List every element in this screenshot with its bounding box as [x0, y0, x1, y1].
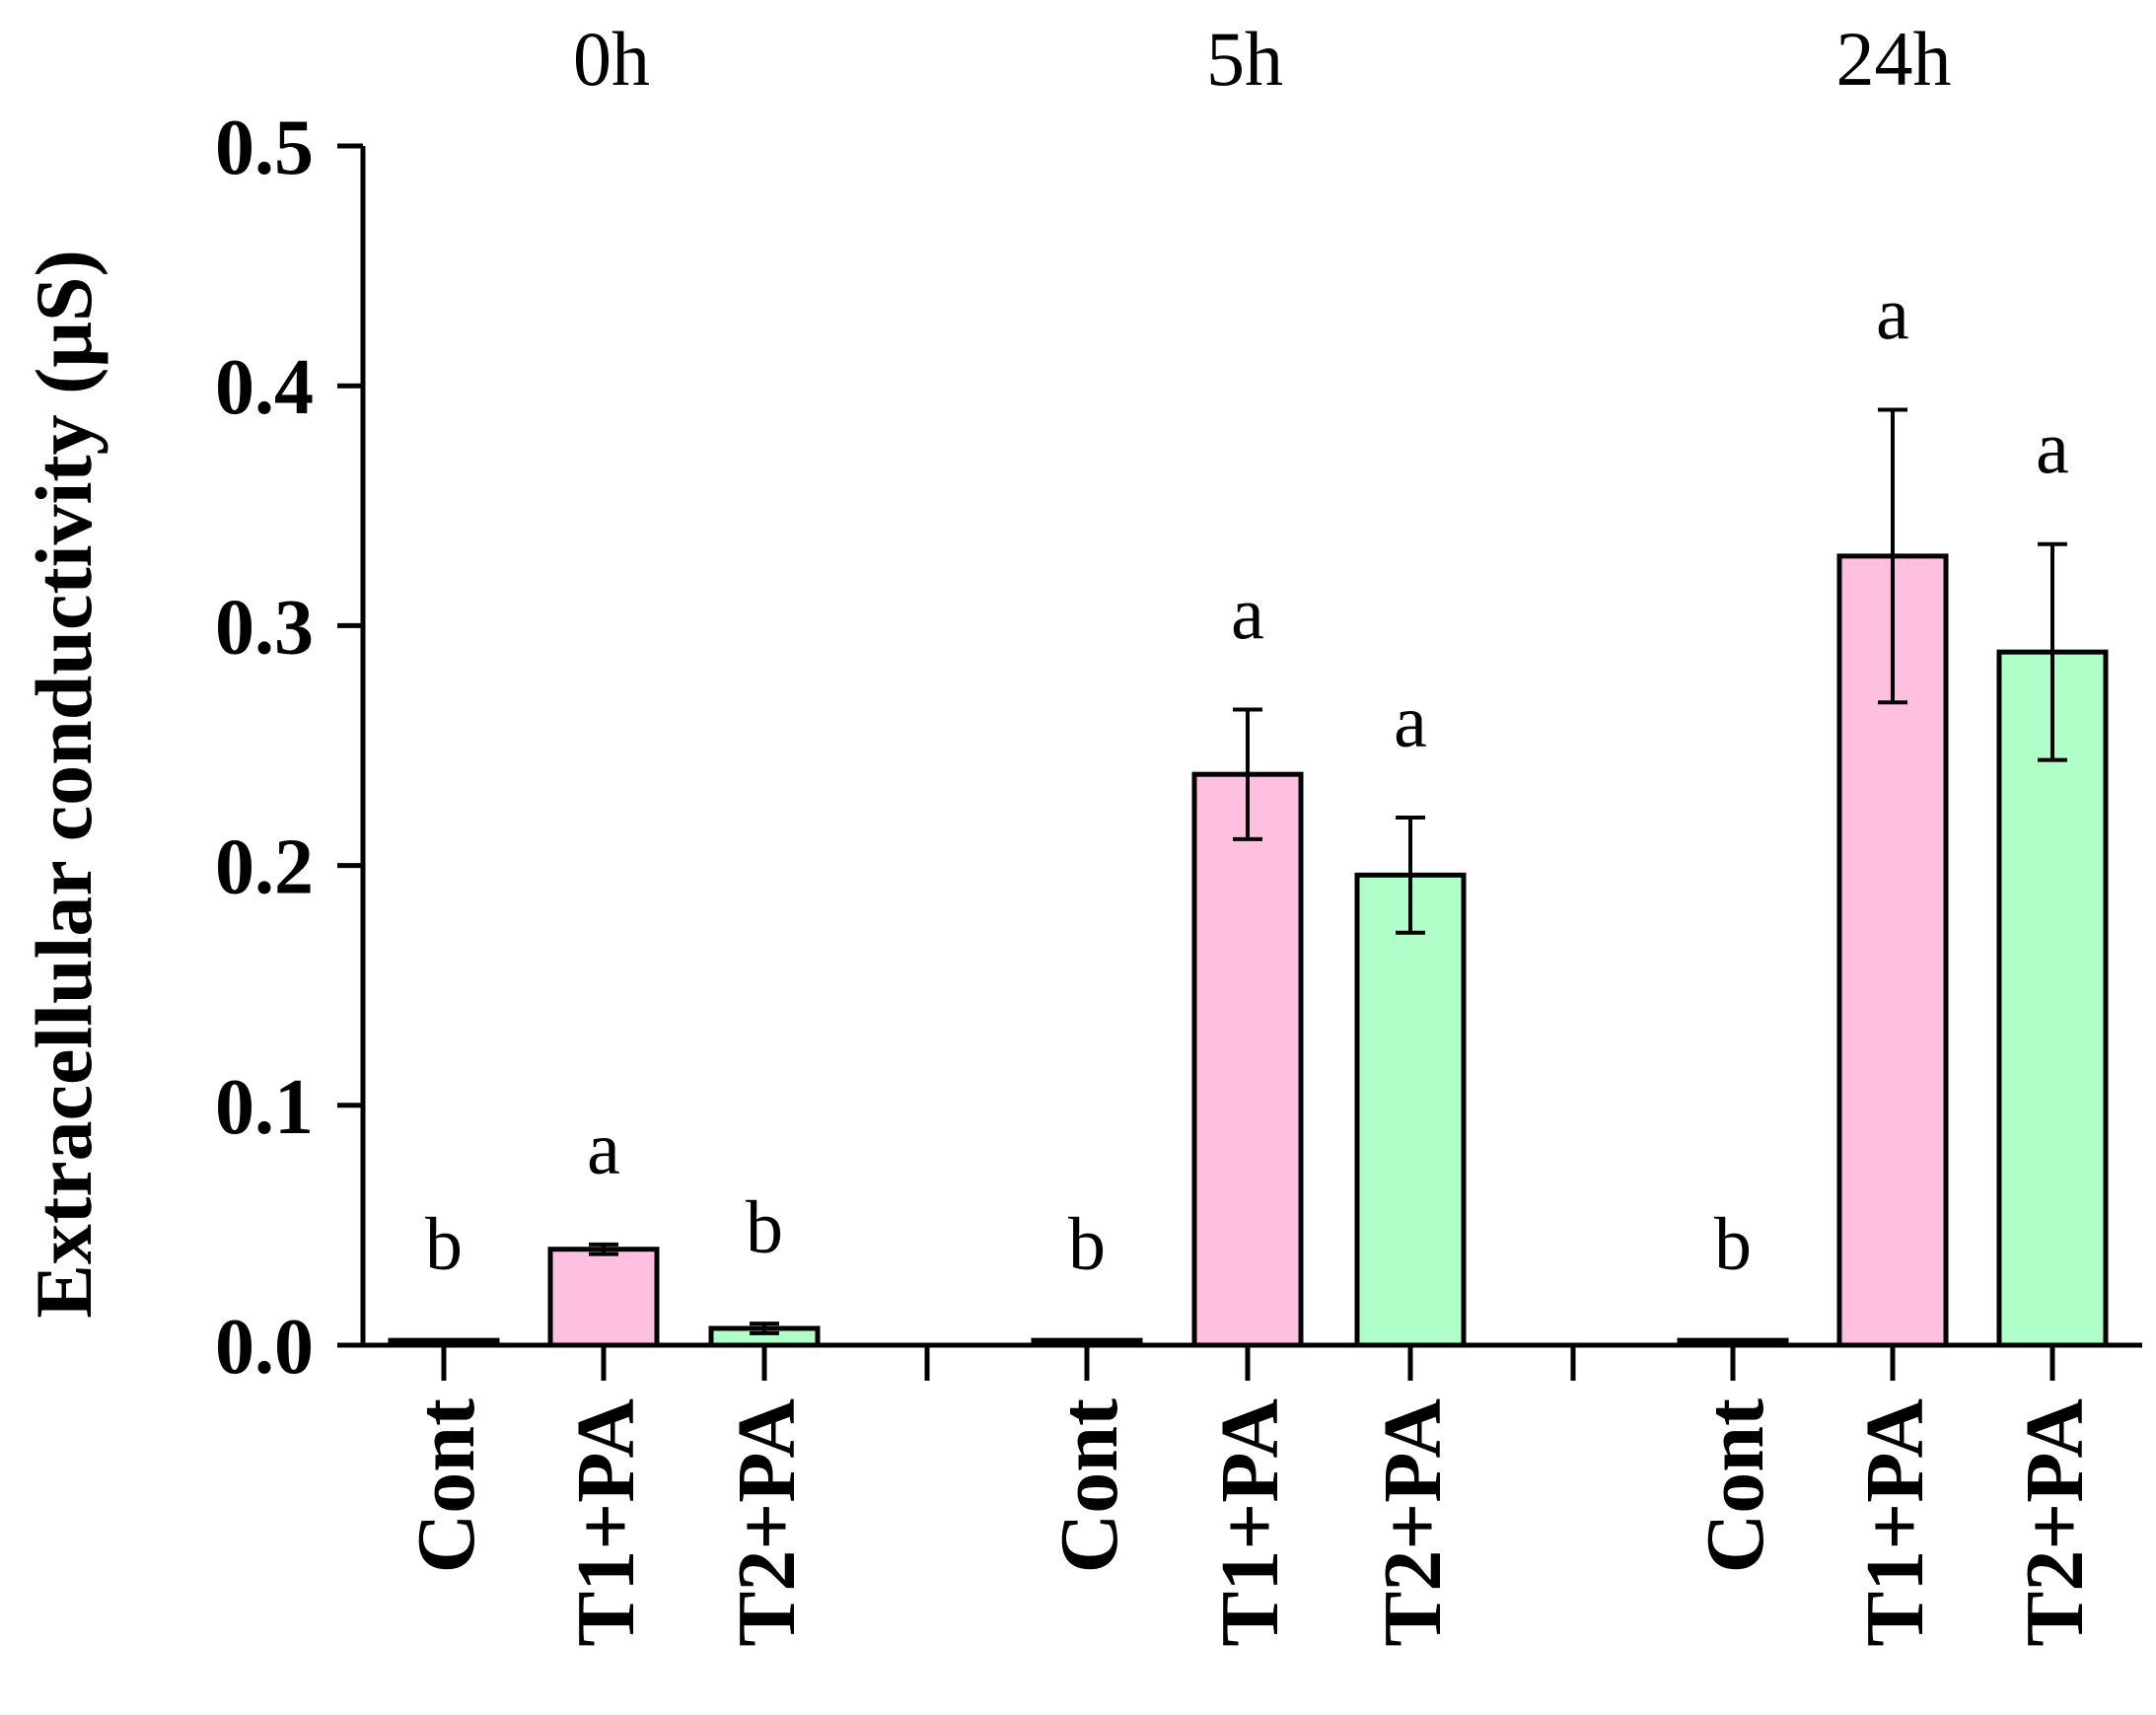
group-label: 0h — [573, 16, 650, 102]
bars — [388, 407, 2109, 1348]
bar — [1031, 1337, 1143, 1348]
category-label: Cont — [1043, 1398, 1135, 1573]
bar — [547, 1247, 660, 1348]
y-tick-label: 0.3 — [215, 584, 314, 671]
category-label: Cont — [1689, 1398, 1781, 1573]
bar — [1354, 872, 1467, 1348]
y-axis-title: Extracellular conductivity (μS) — [19, 250, 108, 1319]
category-label: T2+PA — [721, 1398, 813, 1647]
bar — [1191, 771, 1304, 1348]
significance-letter: a — [587, 1108, 620, 1190]
y-tick-label: 0.1 — [215, 1064, 314, 1151]
y-tick-label: 0.5 — [215, 105, 314, 191]
significance-letter: b — [1068, 1203, 1106, 1286]
significance-letter: b — [1714, 1203, 1752, 1286]
significance-letter: a — [1231, 573, 1264, 656]
category-label: Cont — [400, 1398, 492, 1573]
significance-letter: b — [425, 1203, 463, 1286]
y-tick-label: 0.0 — [215, 1304, 314, 1391]
category-label: T1+PA — [1204, 1398, 1296, 1647]
category-label: T2+PA — [1367, 1398, 1459, 1647]
axes: 0.0 0.1 0.2 0.3 0.4 0.5 — [215, 105, 2142, 1391]
category-label: T2+PA — [2009, 1398, 2101, 1647]
significance-letter: a — [2036, 407, 2069, 490]
bar — [1677, 1337, 1789, 1348]
bar — [1836, 553, 1949, 1348]
bar — [388, 1337, 500, 1348]
category-label: T1+PA — [1849, 1398, 1941, 1647]
significance-letter: a — [1394, 680, 1427, 763]
category-label: T1+PA — [560, 1398, 652, 1647]
significance-letter: a — [1876, 273, 1909, 356]
y-tick-label: 0.2 — [215, 824, 314, 911]
group-label: 24h — [1836, 16, 1952, 102]
y-tick-label: 0.4 — [215, 344, 314, 431]
significance-letter: b — [746, 1186, 783, 1269]
labels: 0h b Cont a T1+PA b T2+PA 5h b Cont a T1+PA a T2+PA 24… — [400, 16, 2101, 1647]
group-label: 5h — [1206, 16, 1283, 102]
